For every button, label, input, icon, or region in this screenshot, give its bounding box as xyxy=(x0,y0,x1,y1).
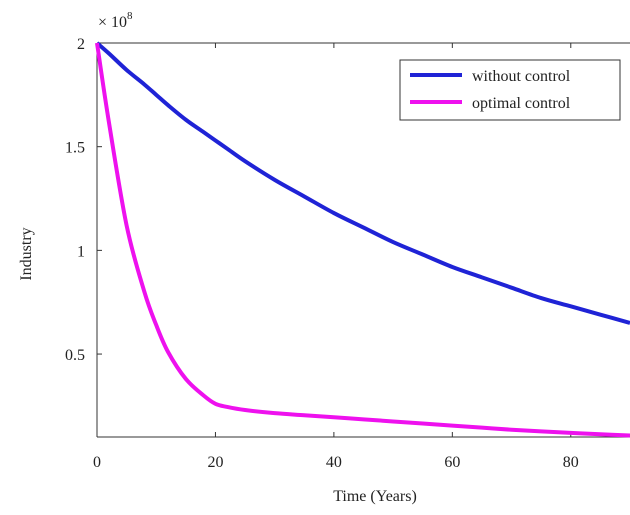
axis-ticks: 0 20 40 60 80 0.5 1 1.5 2 xyxy=(65,36,579,471)
legend-label-without-control: without control xyxy=(472,68,571,85)
x-tick-label: 0 xyxy=(93,454,101,471)
x-tick-label: 20 xyxy=(207,454,223,471)
y-axis-multiplier: × 108 xyxy=(98,10,133,31)
series-layer xyxy=(95,41,630,438)
legend-label-optimal-control: optimal control xyxy=(472,95,571,112)
series-line-optimal-control xyxy=(95,42,630,438)
x-tick-label: 40 xyxy=(326,454,342,471)
y-multiplier-exponent: 8 xyxy=(127,10,133,22)
y-tick-label: 2 xyxy=(77,36,85,53)
x-tick-label: 60 xyxy=(444,454,460,471)
y-multiplier-base: × 10 xyxy=(98,14,127,31)
y-tick-label: 1.5 xyxy=(65,140,85,157)
y-tick-label: 1 xyxy=(77,243,85,260)
x-axis-label: Time (Years) xyxy=(333,488,417,505)
y-axis-label: Industry xyxy=(18,227,35,280)
x-tick-label: 80 xyxy=(563,454,579,471)
legend-box xyxy=(399,59,621,121)
plot-axes xyxy=(96,42,630,438)
series-line-without-control xyxy=(95,41,630,325)
legend: without control optimal control xyxy=(399,59,621,121)
y-tick-label: 0.5 xyxy=(65,347,85,364)
